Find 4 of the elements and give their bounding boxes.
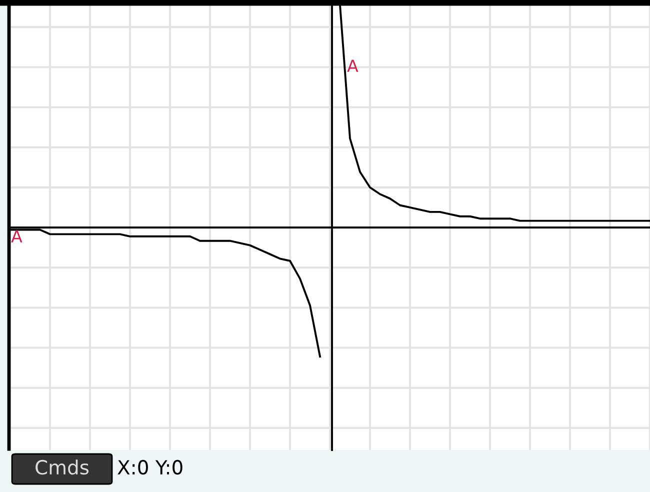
text: Cmds: [36, 460, 89, 475]
annotation: A: [11, 230, 22, 242]
annotation: A: [347, 60, 358, 72]
text: X:0 Y:0: [118, 460, 182, 475]
